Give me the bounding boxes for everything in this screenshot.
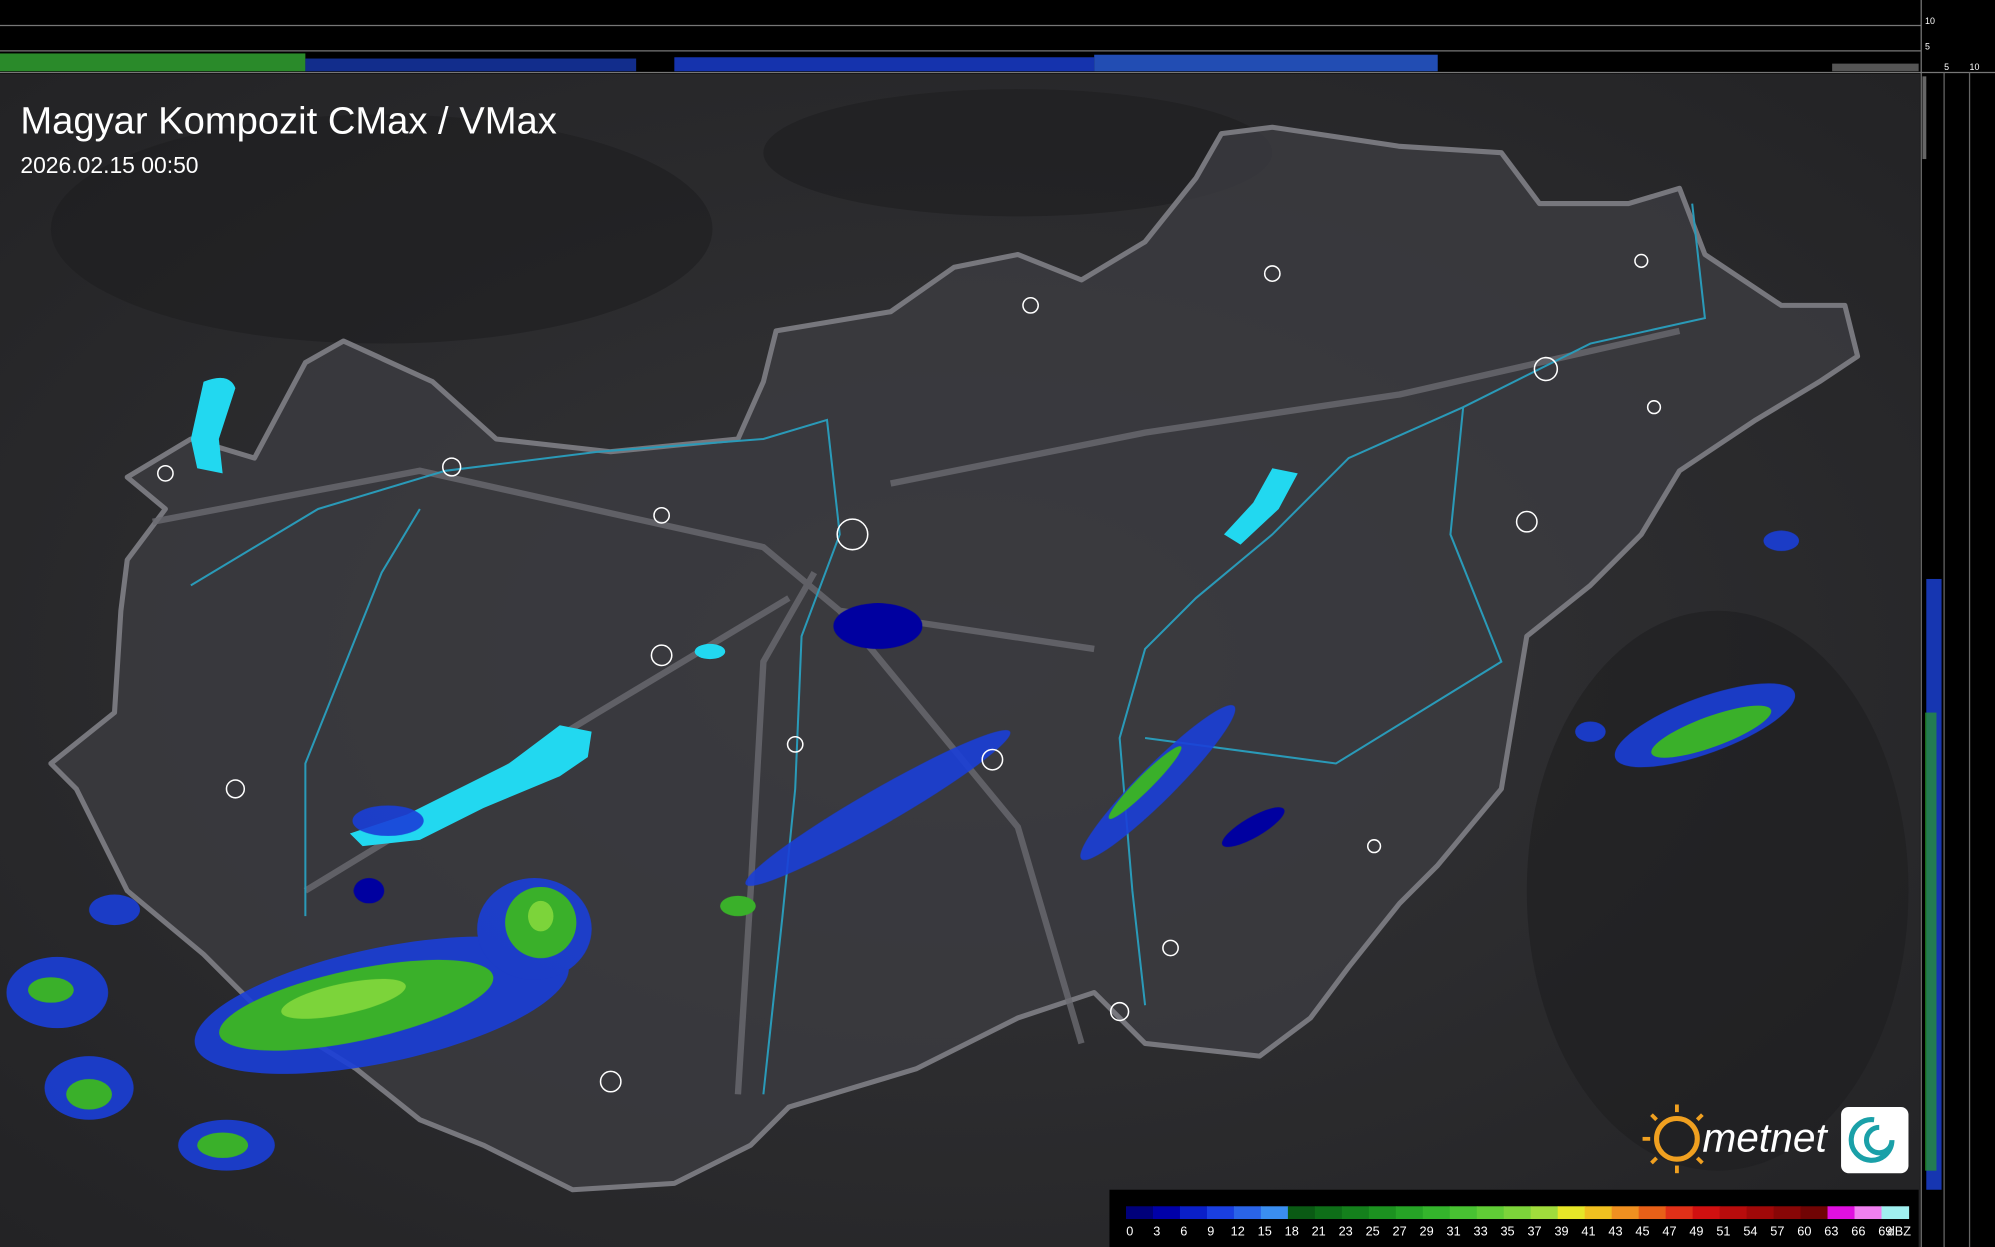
legend-swatch xyxy=(1422,1206,1451,1220)
side-profile-tick: 5 xyxy=(1944,62,1949,72)
top-profile xyxy=(0,24,1995,74)
legend-swatch xyxy=(1773,1206,1802,1220)
legend-swatch xyxy=(1611,1206,1640,1220)
timestamp: 2026.02.15 00:50 xyxy=(20,152,198,178)
legend-label: 0 xyxy=(1126,1224,1133,1239)
legend-swatch xyxy=(1476,1206,1505,1220)
legend-swatch xyxy=(1692,1206,1721,1220)
legend-label: 66 xyxy=(1851,1224,1865,1239)
legend-swatch xyxy=(1341,1206,1370,1220)
legend-label: 60 xyxy=(1797,1224,1811,1239)
legend-swatch xyxy=(1854,1206,1883,1220)
legend-label: 37 xyxy=(1527,1224,1541,1239)
logo-text: metnet xyxy=(1702,1115,1828,1161)
legend-label: 41 xyxy=(1581,1224,1595,1239)
legend-swatch xyxy=(1746,1206,1775,1220)
legend-label: 12 xyxy=(1231,1224,1245,1239)
legend-swatch xyxy=(1287,1206,1316,1220)
legend-label: 18 xyxy=(1285,1224,1299,1239)
legend-label: 54 xyxy=(1743,1224,1757,1239)
legend-swatch xyxy=(1395,1206,1424,1220)
radar-echoes xyxy=(6,530,1800,1171)
legend-unit: dBZ xyxy=(1888,1224,1912,1239)
legend-swatch xyxy=(1719,1206,1748,1220)
settlements xyxy=(157,253,1662,1093)
legend-swatch xyxy=(1126,1206,1154,1220)
legend-swatch xyxy=(1314,1206,1343,1220)
top-profile-tick: 10 xyxy=(1925,16,1935,26)
legend-label: 25 xyxy=(1366,1224,1380,1239)
legend-label: 57 xyxy=(1770,1224,1784,1239)
legend-label: 33 xyxy=(1474,1224,1488,1239)
legend-label: 3 xyxy=(1153,1224,1160,1239)
legend-label: 9 xyxy=(1207,1224,1214,1239)
legend-swatch xyxy=(1260,1206,1289,1220)
legend-label: 29 xyxy=(1420,1224,1434,1239)
legend-swatch xyxy=(1638,1206,1667,1220)
legend-label: 21 xyxy=(1312,1224,1326,1239)
logo: metnet xyxy=(1642,1104,1909,1174)
legend-label: 51 xyxy=(1716,1224,1730,1239)
legend-label: 45 xyxy=(1635,1224,1649,1239)
legend-label: 6 xyxy=(1180,1224,1187,1239)
legend-swatch xyxy=(1233,1206,1262,1220)
rivers xyxy=(190,203,1707,1095)
legend-swatch xyxy=(1449,1206,1478,1220)
legend-swatch xyxy=(1206,1206,1235,1220)
legend-label: 23 xyxy=(1339,1224,1353,1239)
legend-swatch xyxy=(1800,1206,1829,1220)
legend-label: 27 xyxy=(1393,1224,1407,1239)
legend-swatch xyxy=(1881,1206,1910,1220)
legend-swatch xyxy=(1665,1206,1694,1220)
legend-swatch xyxy=(1530,1206,1559,1220)
legend-label: 15 xyxy=(1258,1224,1272,1239)
legend-label: 43 xyxy=(1608,1224,1622,1239)
legend: 0 3 6 9 12 15 18 21 23 25 27 29 31 33 35 37 39 41 43 45 47 49… xyxy=(1109,1189,1919,1247)
profile-ticks: 10 5 5 10 xyxy=(1925,16,1979,72)
legend-label: 47 xyxy=(1662,1224,1676,1239)
top-profile-tick: 5 xyxy=(1925,42,1930,52)
legend-swatch xyxy=(1368,1206,1397,1220)
legend-label: 63 xyxy=(1824,1224,1838,1239)
title: Magyar Kompozit CMax / VMax xyxy=(20,100,556,143)
legend-swatch xyxy=(1152,1206,1181,1220)
side-profile xyxy=(1920,0,1971,1247)
legend-swatch xyxy=(1179,1206,1208,1220)
legend-swatch xyxy=(1584,1206,1613,1220)
legend-label: 31 xyxy=(1447,1224,1461,1239)
legend-swatch xyxy=(1827,1206,1856,1220)
legend-swatch xyxy=(1503,1206,1532,1220)
legend-label: 49 xyxy=(1689,1224,1703,1239)
legend-label: 69 xyxy=(1878,1224,1892,1239)
legend-swatch xyxy=(1557,1206,1586,1220)
legend-label: 35 xyxy=(1500,1224,1514,1239)
side-profile-tick: 10 xyxy=(1970,62,1980,72)
legend-label: 39 xyxy=(1554,1224,1568,1239)
